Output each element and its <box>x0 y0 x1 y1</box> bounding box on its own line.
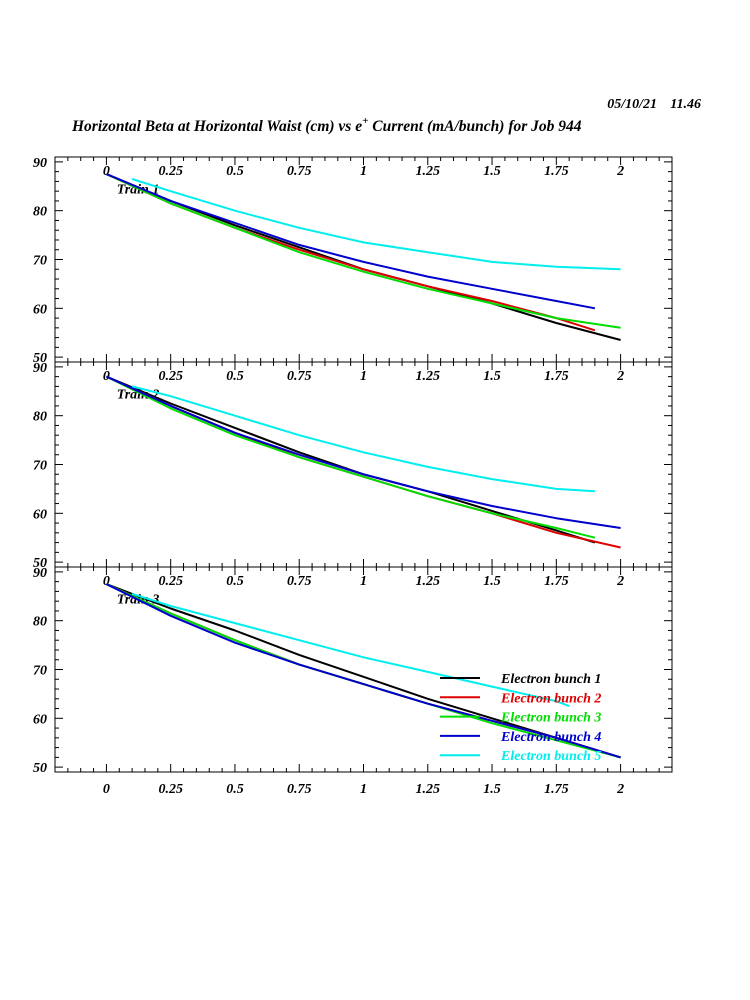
panel-2-xtick-label: 1.5 <box>483 369 501 384</box>
panel-2-ytick-label: 70 <box>33 459 47 474</box>
panel-3-xtick-label: 2 <box>616 574 624 589</box>
time-label: 11.46 <box>670 97 701 112</box>
panel-1-ytick-label: 50 <box>33 351 47 366</box>
panel-2-ytick-label: 90 <box>33 361 47 376</box>
bottom-xtick-label: 1.75 <box>544 782 569 797</box>
panel-1-ytick-label: 60 <box>33 302 47 317</box>
panel-3-xtick-label: 0.25 <box>158 574 183 589</box>
bottom-xtick-label: 1.25 <box>416 782 441 797</box>
panel-3-xtick-label: 0.75 <box>287 574 312 589</box>
panel-1-series-5-line <box>131 178 621 271</box>
legend-label-1: Electron bunch 1 <box>500 672 601 687</box>
panel-2-xtick-label: 1.25 <box>416 369 441 384</box>
panel-3-series-5-line <box>131 592 570 708</box>
panel-2-xtick-label: 0.5 <box>226 369 244 384</box>
panel-1-xtick-label: 1 <box>360 164 367 179</box>
panel-1-xtick-label: 1.25 <box>416 164 441 179</box>
chart-title: Horizontal Beta at Horizontal Waist (cm)… <box>71 115 582 135</box>
panel-1-ytick-label: 80 <box>33 205 47 220</box>
panel-2-xtick-label: 1.75 <box>544 369 569 384</box>
panel-3-xtick-label: 0 <box>103 574 110 589</box>
panel-1-xtick-label: 0.25 <box>158 164 183 179</box>
panel-1-series-3-line <box>105 173 621 329</box>
panel-3-xtick-label: 1 <box>360 574 367 589</box>
panel-2-series-4-line <box>105 375 621 529</box>
panel-2-series-1-line <box>106 375 596 544</box>
date-time-stamp: 05/10/21 11.46 <box>607 97 701 112</box>
bottom-xtick-label: 0 <box>103 782 110 797</box>
panel-2-series-2-line <box>105 375 621 549</box>
panel-2-xtick-label: 1 <box>360 369 367 384</box>
panel-1-series-4-line <box>106 173 596 310</box>
panel-3-series-4-line <box>105 583 621 759</box>
panel-3-ytick-label: 90 <box>33 566 47 581</box>
bottom-xtick-label: 0.5 <box>226 782 244 797</box>
bottom-xtick-label: 1.5 <box>483 782 501 797</box>
title-superscript: + <box>362 115 368 127</box>
panel-1-xtick-label: 1.5 <box>483 164 501 179</box>
panel-3-ytick-label: 70 <box>33 664 47 679</box>
panel-3-xtick-label: 1.25 <box>416 574 441 589</box>
panel-3-xtick-label: 0.5 <box>226 574 244 589</box>
bottom-xtick-label: 1 <box>360 782 367 797</box>
panel-2-ytick-label: 60 <box>33 507 47 522</box>
panel-3-ytick-label: 80 <box>33 615 47 630</box>
bottom-xtick-label: 2 <box>616 782 624 797</box>
panel-2-xtick-label: 0.75 <box>287 369 312 384</box>
panel-3-ytick-label: 50 <box>33 761 47 776</box>
legend-label-4: Electron bunch 4 <box>500 730 601 745</box>
panel-1-series-2-line <box>105 173 596 332</box>
title-part-1: Horizontal Beta at Horizontal Waist (cm)… <box>71 118 362 135</box>
panel-1-ytick-label: 90 <box>33 156 47 171</box>
panel-2-xtick-label: 2 <box>616 369 624 384</box>
panel-1-xtick-label: 0.5 <box>226 164 244 179</box>
panel-2-ytick-label: 80 <box>33 410 47 425</box>
panel-2-xtick-label: 0.25 <box>158 369 183 384</box>
bottom-xtick-label: 0.25 <box>158 782 183 797</box>
panel-1-xtick-label: 1.75 <box>544 164 569 179</box>
legend-label-5: Electron bunch 5 <box>500 749 601 764</box>
legend-label-2: Electron bunch 2 <box>500 691 601 706</box>
panel-2-series-3-line <box>105 375 596 539</box>
title-part-2: Current (mA/bunch) for Job 944 <box>368 118 581 135</box>
panel-3-xtick-label: 1.75 <box>544 574 569 589</box>
panel-2-ytick-label: 50 <box>33 556 47 571</box>
panel-1-ytick-label: 70 <box>33 254 47 269</box>
panel-3-xtick-label: 1.5 <box>483 574 501 589</box>
panel-3-ytick-label: 60 <box>33 712 47 727</box>
panel-2-xtick-label: 0 <box>103 369 110 384</box>
bottom-xtick-label: 0.75 <box>287 782 312 797</box>
panel-1-xtick-label: 2 <box>616 164 624 179</box>
panel-1-xtick-label: 0.75 <box>287 164 312 179</box>
date-label: 05/10/21 <box>607 97 656 112</box>
panel-1-xtick-label: 0 <box>103 164 110 179</box>
legend-label-3: Electron bunch 3 <box>500 711 601 726</box>
panel-2-series-5-line <box>131 385 595 493</box>
